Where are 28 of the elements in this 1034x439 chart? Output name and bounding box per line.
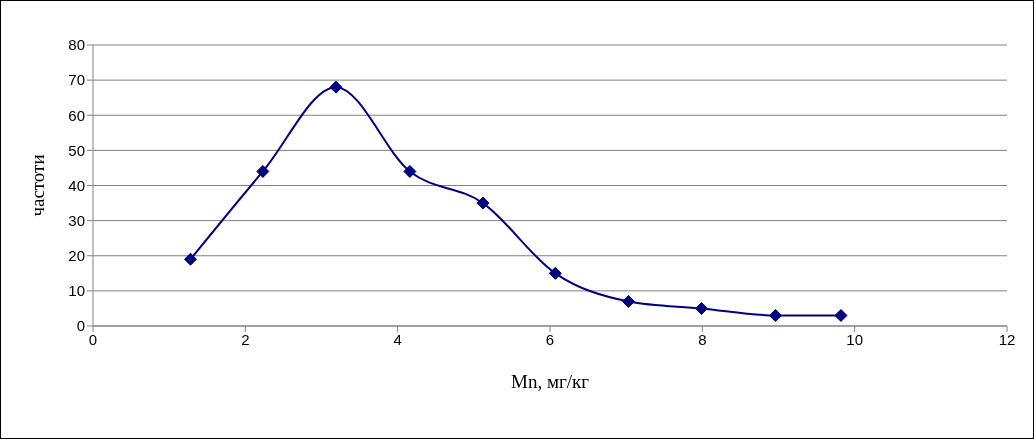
y-tick-label: 20 <box>68 247 85 265</box>
y-tick-label: 10 <box>68 282 85 300</box>
y-tick-label: 80 <box>68 36 85 54</box>
x-tick-label: 2 <box>241 330 250 348</box>
point <box>834 308 848 322</box>
y-tick-label: 0 <box>76 317 85 335</box>
x-tick-label: 8 <box>698 330 707 348</box>
x-axis-title: Mn, мг/кг <box>510 371 590 392</box>
y-tick-label: 50 <box>68 141 85 159</box>
x-tick-label: 0 <box>88 330 98 348</box>
x-tick-label: 10 <box>846 330 864 348</box>
x-tick-label: 12 <box>998 330 1016 348</box>
point <box>329 80 343 94</box>
x-tick-label: 4 <box>393 330 402 348</box>
x-tick-label: 6 <box>545 330 555 348</box>
point <box>548 266 562 280</box>
point <box>768 308 782 322</box>
point <box>476 196 490 210</box>
point <box>695 301 709 315</box>
y-tick-label: 70 <box>68 71 85 89</box>
point <box>621 294 635 308</box>
y-tick-label: 60 <box>68 106 85 124</box>
y-axis-title: частоти <box>26 154 48 217</box>
y-tick-label: 40 <box>68 176 85 194</box>
point <box>256 164 270 178</box>
y-tick-label: 30 <box>68 211 85 229</box>
point <box>403 164 417 178</box>
point <box>183 252 197 266</box>
